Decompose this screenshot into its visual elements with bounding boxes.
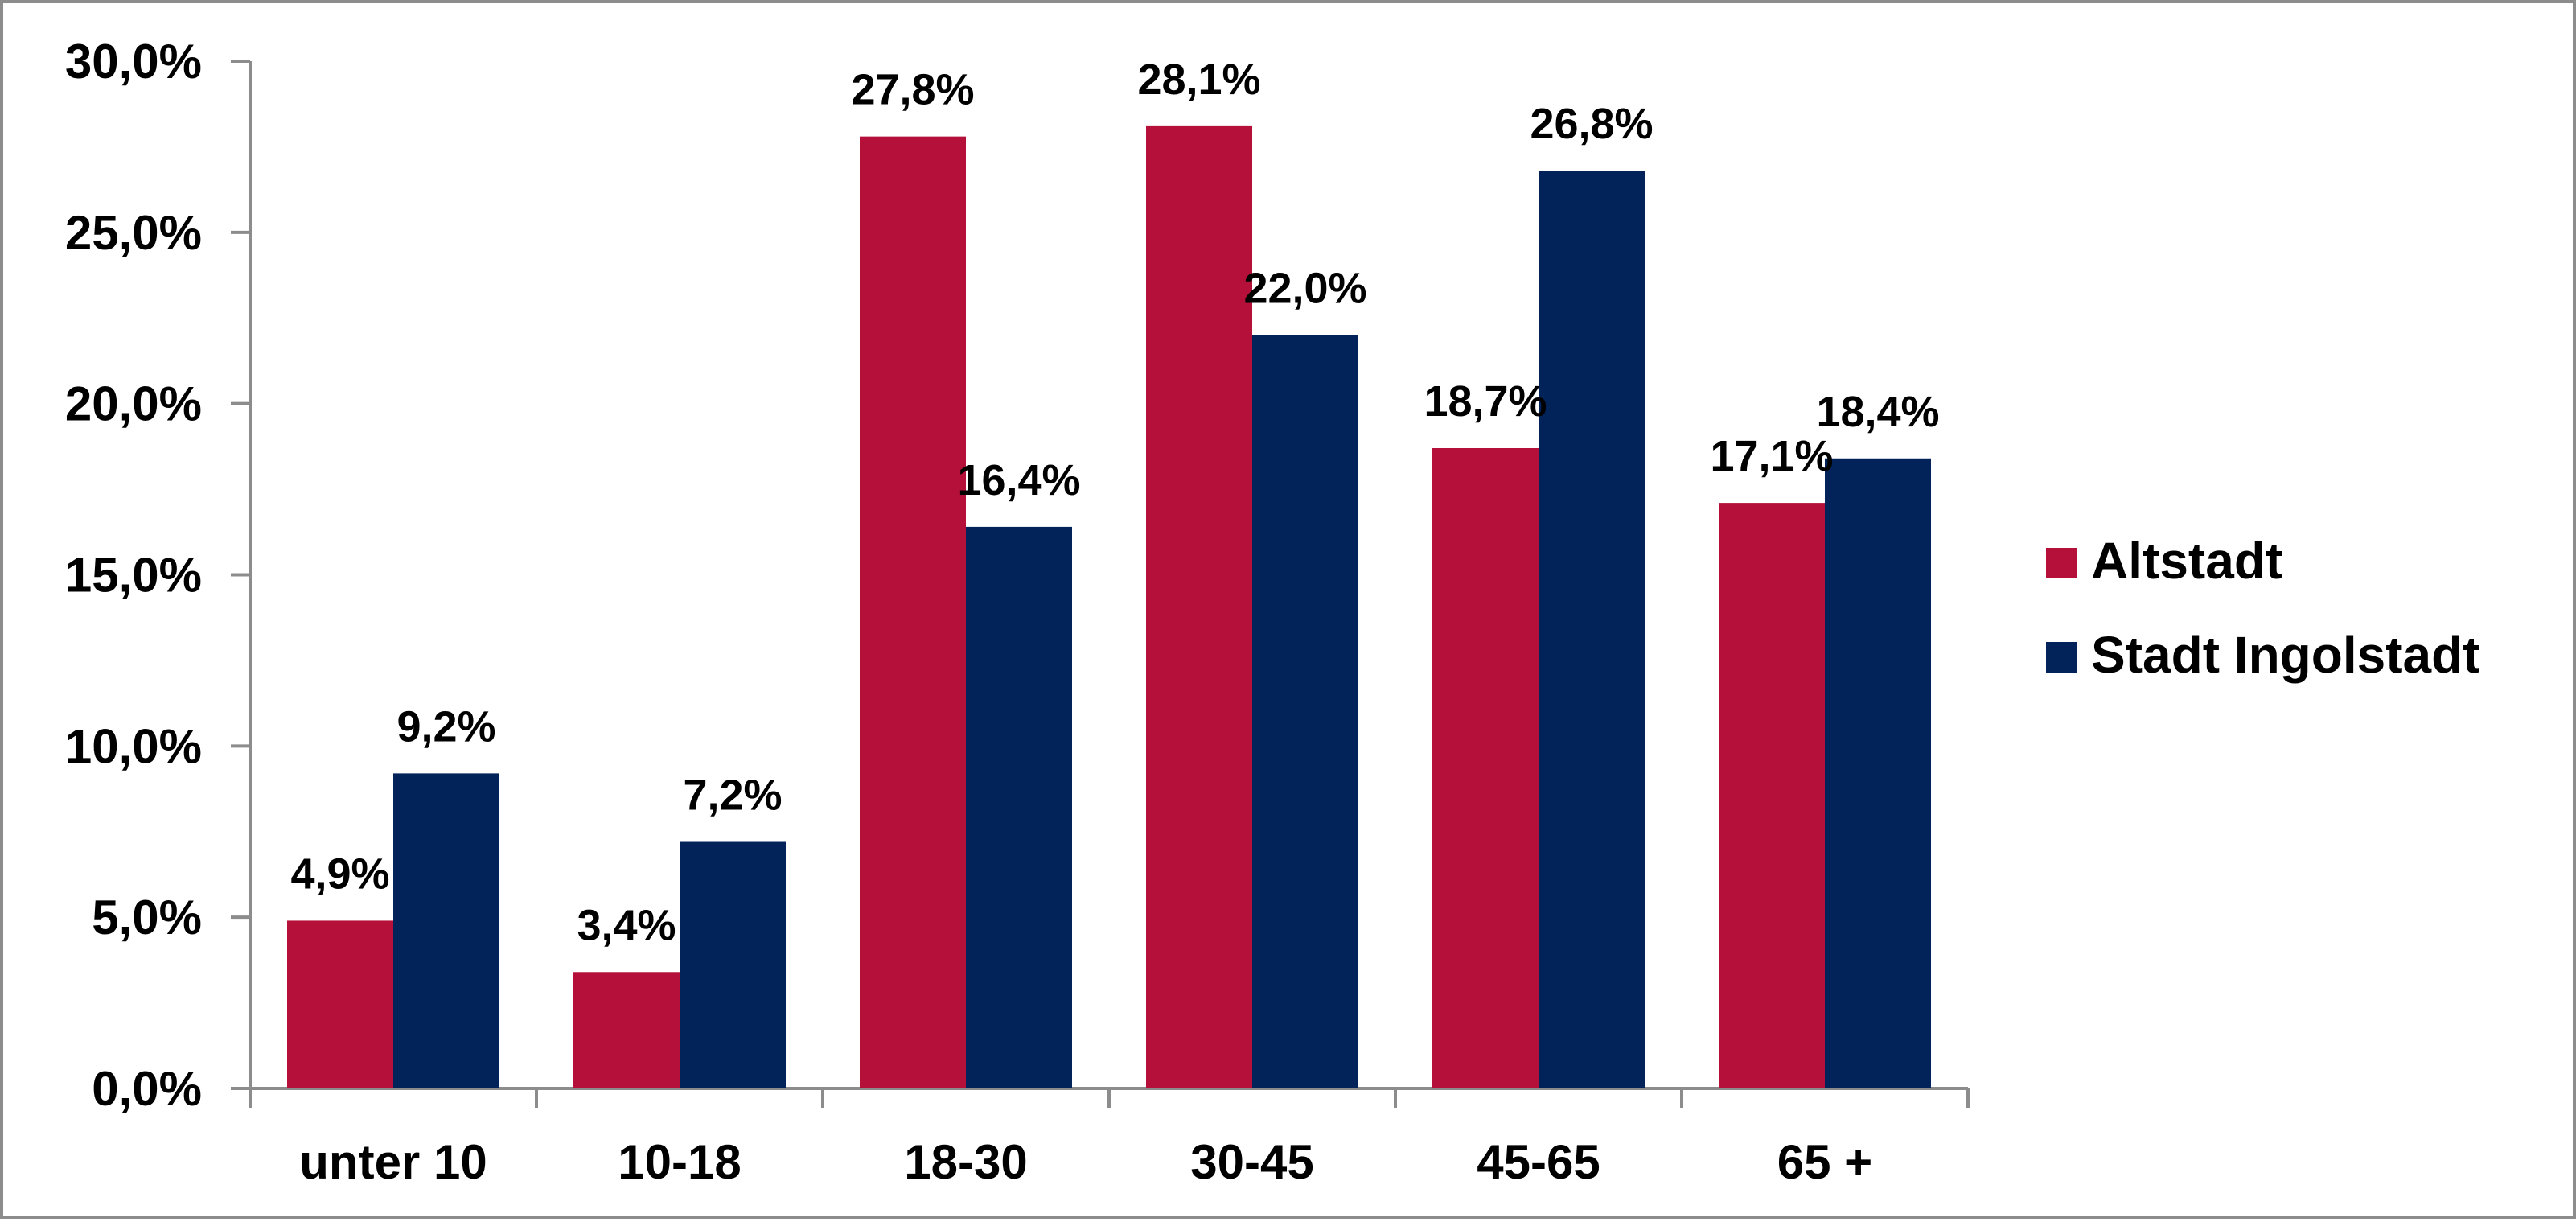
x-tick-label: unter 10 — [299, 1135, 487, 1189]
y-tick-label: 0,0% — [92, 1062, 202, 1116]
bars — [287, 125, 1931, 1088]
bar-stadt-ingolstadt — [966, 526, 1072, 1088]
x-tick-label: 65 + — [1777, 1135, 1872, 1189]
data-label: 18,7% — [1424, 377, 1547, 426]
bar-altstadt — [573, 972, 680, 1088]
legend-swatch — [2046, 548, 2077, 578]
data-label: 28,1% — [1137, 56, 1260, 104]
y-tick-label: 5,0% — [92, 891, 202, 944]
y-tick-label: 25,0% — [65, 206, 202, 260]
bar-altstadt — [1719, 503, 1825, 1088]
bar-stadt-ingolstadt — [680, 841, 786, 1088]
bar-altstadt — [287, 920, 393, 1088]
bar-stadt-ingolstadt — [1539, 171, 1645, 1088]
data-label: 18,4% — [1816, 388, 1939, 436]
bar-altstadt — [1146, 125, 1252, 1088]
data-label: 7,2% — [683, 771, 782, 820]
y-tick-label: 30,0% — [65, 35, 202, 88]
data-label: 22,0% — [1243, 265, 1366, 313]
bar-stadt-ingolstadt — [393, 773, 499, 1088]
data-label: 16,4% — [957, 456, 1080, 504]
data-label: 26,8% — [1530, 100, 1653, 148]
bar-stadt-ingolstadt — [1252, 335, 1358, 1088]
y-axis: 0,0% 5,0% 10,0% 15,0% 20,0% 25,0% 30,0% — [65, 35, 252, 1116]
data-label: 27,8% — [851, 66, 974, 114]
legend-label: Stadt Ingolstadt — [2091, 626, 2480, 684]
x-tick-label: 10-18 — [618, 1135, 741, 1189]
data-label: 4,9% — [290, 850, 389, 898]
bar-stadt-ingolstadt — [1825, 458, 1931, 1088]
data-label: 3,4% — [577, 901, 676, 949]
x-tick-label: 45-65 — [1477, 1135, 1600, 1189]
x-axis: unter 10 10-18 18-30 30-45 45-65 65 + — [249, 1087, 1970, 1189]
data-labels: 4,9% 9,2% 3,4% 7,2% 27,8% 16,4% 28,1% 22,0% 18,7… — [290, 56, 1939, 949]
bar-altstadt — [1432, 448, 1539, 1088]
legend: Altstadt Stadt Ingolstadt — [2046, 532, 2480, 684]
legend-label: Altstadt — [2091, 532, 2282, 590]
data-label: 17,1% — [1710, 432, 1833, 480]
y-tick-label: 10,0% — [65, 719, 202, 773]
data-label: 9,2% — [396, 702, 495, 751]
x-tick-label: 18-30 — [904, 1135, 1027, 1189]
x-tick-label: 30-45 — [1190, 1135, 1313, 1189]
y-tick-label: 15,0% — [65, 549, 202, 603]
bar-chart: 0,0% 5,0% 10,0% 15,0% 20,0% 25,0% 30,0% unter … — [65, 35, 2480, 1189]
y-tick-label: 20,0% — [65, 377, 202, 431]
bar-altstadt — [860, 136, 966, 1088]
legend-swatch — [2046, 642, 2077, 673]
